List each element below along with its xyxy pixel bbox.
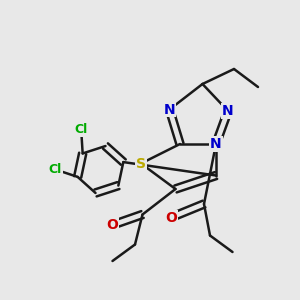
Text: O: O	[165, 211, 177, 224]
Text: N: N	[210, 137, 222, 151]
Text: N: N	[164, 103, 175, 116]
Text: Cl: Cl	[74, 123, 88, 136]
Text: Cl: Cl	[49, 163, 62, 176]
Text: N: N	[222, 104, 234, 118]
Text: S: S	[136, 157, 146, 170]
Text: O: O	[106, 218, 119, 232]
